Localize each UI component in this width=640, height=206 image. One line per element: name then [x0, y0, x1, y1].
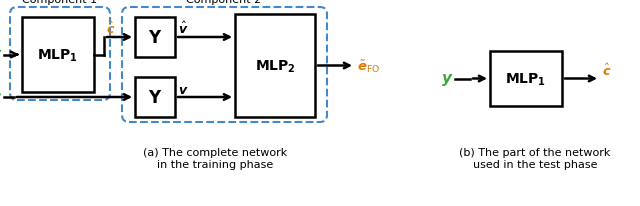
Text: (b) The part of the network
used in the test phase: (b) The part of the network used in the … — [460, 147, 611, 169]
Bar — [490, 52, 562, 107]
Text: $\hat{\boldsymbol{c}}$: $\hat{\boldsymbol{c}}$ — [602, 62, 611, 78]
Text: $\hat{\boldsymbol{v}}$: $\hat{\boldsymbol{v}}$ — [178, 21, 189, 37]
Text: $\boldsymbol{c}$: $\boldsymbol{c}$ — [0, 90, 2, 105]
Text: $\boldsymbol{y}$: $\boldsymbol{y}$ — [440, 71, 453, 87]
Text: (a) The complete network
in the training phase: (a) The complete network in the training… — [143, 147, 287, 169]
Text: $\mathbf{MLP_2}$: $\mathbf{MLP_2}$ — [255, 58, 296, 74]
Text: $\tilde{\boldsymbol{e}}_{\mathrm{FO}}$: $\tilde{\boldsymbol{e}}_{\mathrm{FO}}$ — [357, 58, 380, 74]
Bar — [135, 78, 175, 117]
Bar — [235, 15, 315, 117]
Text: $\mathbf{MLP_1}$: $\mathbf{MLP_1}$ — [38, 47, 79, 63]
Bar — [22, 18, 94, 92]
Text: Component 2: Component 2 — [186, 0, 262, 5]
Bar — [135, 18, 175, 58]
Text: $\hat{\boldsymbol{c}}$: $\hat{\boldsymbol{c}}$ — [106, 21, 115, 37]
Text: $\boldsymbol{y}$: $\boldsymbol{y}$ — [0, 47, 2, 63]
Text: $\mathbf{MLP_1}$: $\mathbf{MLP_1}$ — [506, 71, 547, 87]
Text: $\mathbf{\Upsilon}$: $\mathbf{\Upsilon}$ — [148, 29, 162, 47]
Text: $\mathbf{\Upsilon}$: $\mathbf{\Upsilon}$ — [148, 89, 162, 107]
Text: Component 1: Component 1 — [22, 0, 97, 5]
Text: $\boldsymbol{v}$: $\boldsymbol{v}$ — [178, 84, 189, 97]
